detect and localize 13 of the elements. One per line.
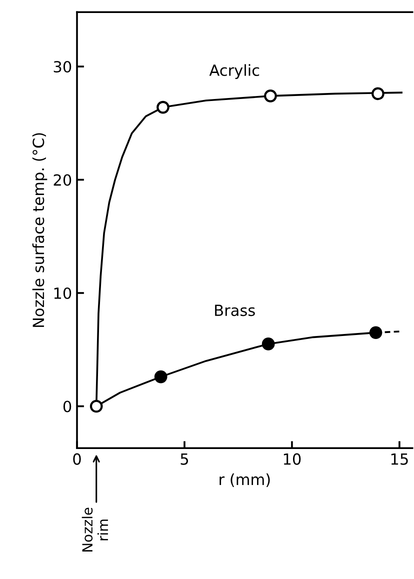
y-axis-title: Nozzle surface temp. (°C) <box>32 133 48 327</box>
x-tick-label: 10 <box>284 453 301 465</box>
x-tick-label: 5 <box>180 453 188 465</box>
x-tick-label: 0 <box>73 453 81 465</box>
y-tick-label: 30 <box>54 60 72 73</box>
x-tick-label: 15 <box>391 453 408 465</box>
x-axis-title: r (mm) <box>220 473 270 487</box>
series-label: Acrylic <box>209 64 260 79</box>
text: Nozzle rim <box>82 508 108 552</box>
series-label: Brass <box>215 304 255 316</box>
y-tick-label: 10 <box>54 287 72 300</box>
y-tick-label: 20 <box>54 174 72 186</box>
y-tick-label: 0 <box>63 400 72 412</box>
